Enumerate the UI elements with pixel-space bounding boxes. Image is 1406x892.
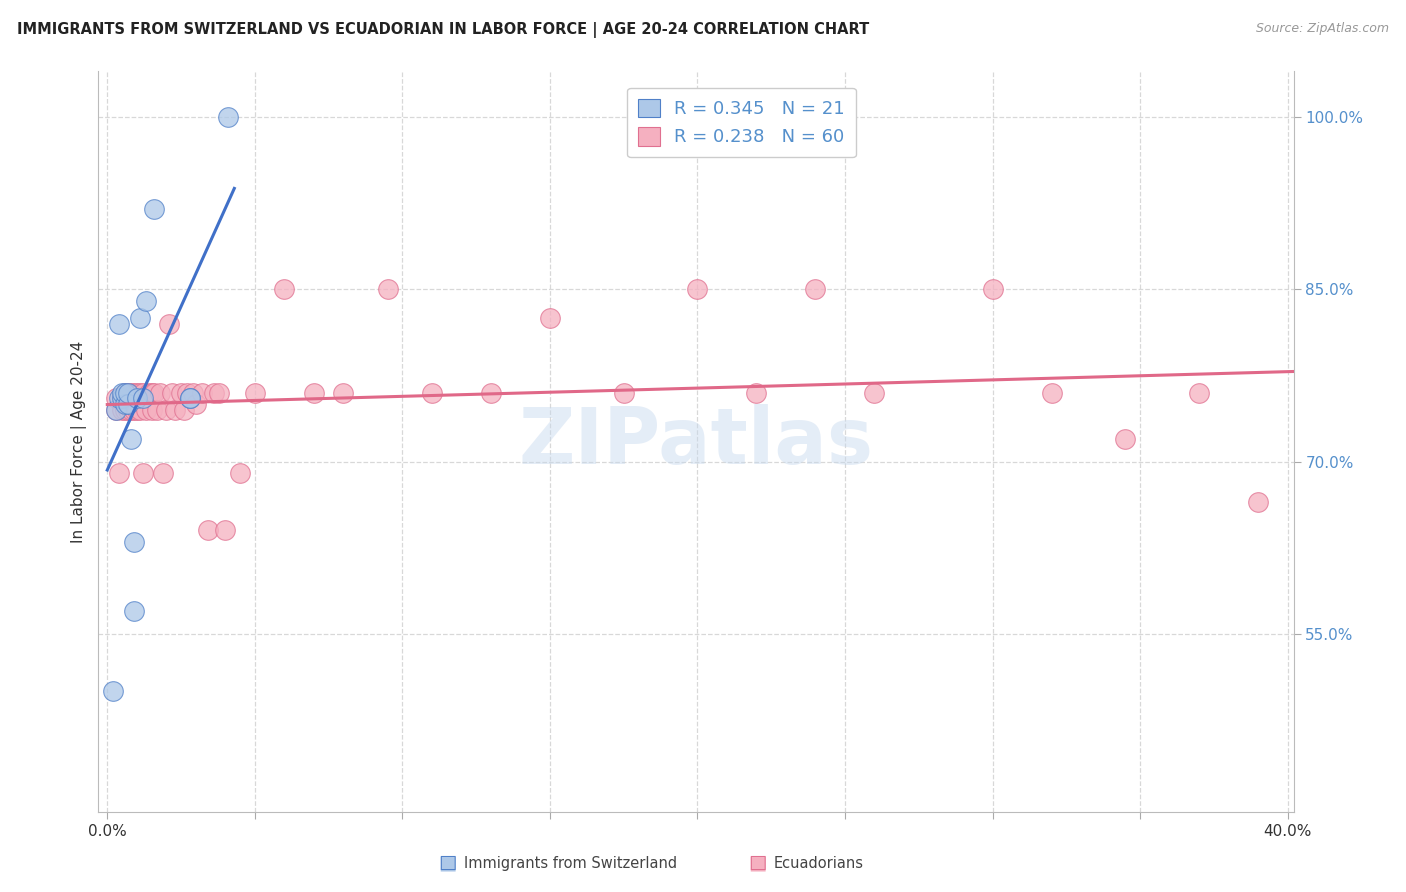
Point bbox=[745, 385, 768, 400]
Point bbox=[108, 466, 131, 480]
Point bbox=[143, 385, 166, 400]
Point bbox=[120, 432, 142, 446]
Point bbox=[149, 385, 172, 400]
Point bbox=[111, 392, 134, 406]
Point bbox=[108, 392, 131, 406]
Point bbox=[114, 385, 136, 400]
Point bbox=[173, 403, 195, 417]
Point bbox=[120, 385, 142, 400]
Point bbox=[125, 392, 148, 406]
Point bbox=[101, 684, 124, 698]
Point bbox=[105, 403, 128, 417]
Point bbox=[184, 397, 207, 411]
Point bbox=[165, 403, 187, 417]
Point bbox=[146, 403, 169, 417]
Point bbox=[105, 403, 128, 417]
Point bbox=[117, 397, 139, 411]
Point bbox=[190, 385, 212, 400]
Legend: R = 0.345   N = 21, R = 0.238   N = 60: R = 0.345 N = 21, R = 0.238 N = 60 bbox=[627, 87, 856, 157]
Point bbox=[125, 385, 148, 400]
Point bbox=[863, 385, 886, 400]
Point bbox=[125, 403, 148, 417]
Point bbox=[122, 535, 145, 549]
Point bbox=[208, 385, 231, 400]
Point bbox=[1114, 432, 1136, 446]
Text: ■: ■ bbox=[748, 854, 766, 872]
Point bbox=[686, 282, 709, 296]
Point bbox=[138, 385, 160, 400]
Point bbox=[117, 403, 139, 417]
Point bbox=[122, 385, 145, 400]
Point bbox=[111, 392, 134, 406]
Point bbox=[131, 466, 153, 480]
Point bbox=[122, 604, 145, 618]
Point bbox=[111, 385, 134, 400]
Point bbox=[176, 385, 198, 400]
Point bbox=[108, 317, 131, 331]
Point bbox=[152, 466, 174, 480]
Point bbox=[377, 282, 399, 296]
Text: Immigrants from Switzerland: Immigrants from Switzerland bbox=[464, 855, 678, 871]
Point bbox=[128, 311, 150, 326]
Point bbox=[141, 385, 163, 400]
Point bbox=[981, 282, 1004, 296]
Point bbox=[160, 385, 183, 400]
Text: IMMIGRANTS FROM SWITZERLAND VS ECUADORIAN IN LABOR FORCE | AGE 20-24 CORRELATION: IMMIGRANTS FROM SWITZERLAND VS ECUADORIA… bbox=[17, 22, 869, 38]
Point bbox=[1247, 495, 1270, 509]
Point bbox=[1040, 385, 1063, 400]
Point bbox=[131, 392, 153, 406]
Point bbox=[420, 385, 443, 400]
Point bbox=[120, 403, 142, 417]
Point bbox=[181, 385, 204, 400]
Point bbox=[170, 385, 193, 400]
Point bbox=[217, 110, 239, 124]
Point bbox=[302, 385, 325, 400]
Text: ■: ■ bbox=[439, 854, 457, 872]
Point bbox=[143, 202, 166, 216]
Point bbox=[179, 392, 201, 406]
Point bbox=[114, 403, 136, 417]
Y-axis label: In Labor Force | Age 20-24: In Labor Force | Age 20-24 bbox=[72, 341, 87, 542]
Point bbox=[141, 403, 163, 417]
Point bbox=[111, 403, 134, 417]
Point bbox=[105, 392, 128, 406]
Point bbox=[135, 403, 157, 417]
Point bbox=[479, 385, 502, 400]
Point bbox=[155, 403, 177, 417]
Point bbox=[128, 385, 150, 400]
Point bbox=[538, 311, 561, 326]
Text: ZIPatlas: ZIPatlas bbox=[519, 403, 873, 480]
Point bbox=[804, 282, 827, 296]
Point bbox=[229, 466, 252, 480]
Point bbox=[273, 282, 295, 296]
Point bbox=[179, 392, 201, 406]
Point bbox=[122, 403, 145, 417]
Point bbox=[202, 385, 225, 400]
Point bbox=[117, 385, 139, 400]
Text: Ecuadorians: Ecuadorians bbox=[773, 855, 863, 871]
Text: □: □ bbox=[439, 854, 457, 872]
Point bbox=[197, 524, 219, 538]
Point bbox=[1188, 385, 1211, 400]
Point bbox=[117, 385, 139, 400]
Point bbox=[332, 385, 354, 400]
Point bbox=[114, 385, 136, 400]
Point bbox=[131, 385, 153, 400]
Point bbox=[243, 385, 266, 400]
Point bbox=[128, 403, 150, 417]
Point bbox=[114, 397, 136, 411]
Point bbox=[214, 524, 236, 538]
Text: □: □ bbox=[748, 854, 766, 872]
Text: Source: ZipAtlas.com: Source: ZipAtlas.com bbox=[1256, 22, 1389, 36]
Point bbox=[613, 385, 636, 400]
Point bbox=[157, 317, 180, 331]
Point bbox=[135, 293, 157, 308]
